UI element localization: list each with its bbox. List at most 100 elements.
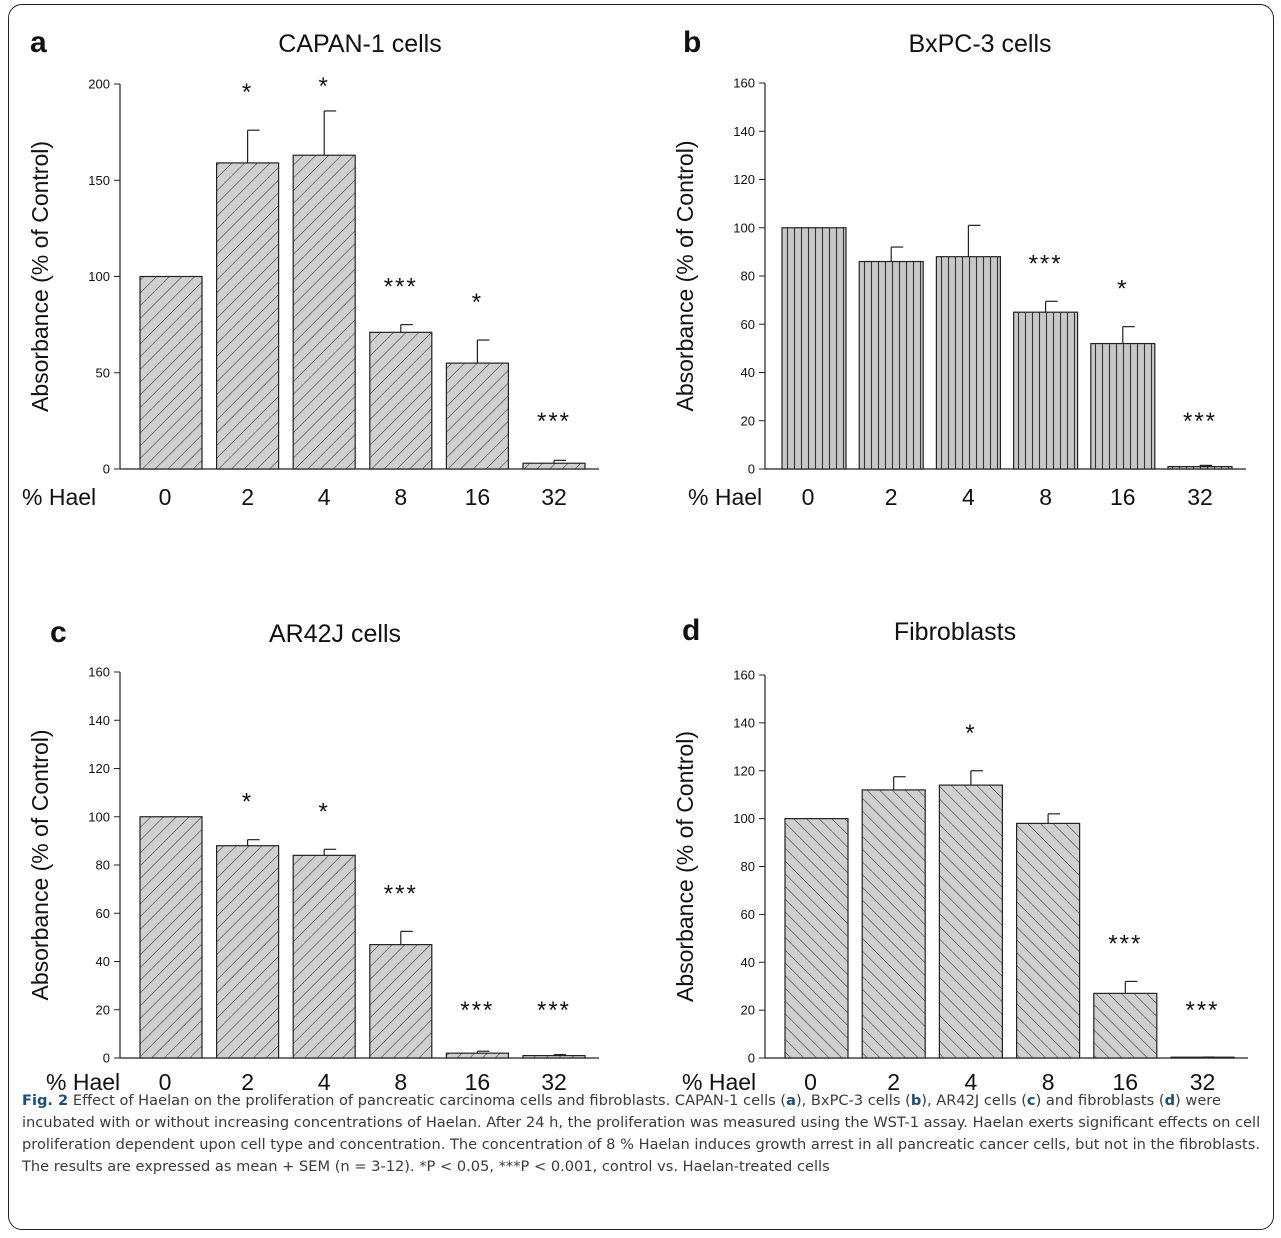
caption-text-5: ) were incubated with or without increas… bbox=[22, 1092, 1261, 1175]
significance-marker: * bbox=[319, 73, 330, 100]
caption-ref-b: b bbox=[910, 1092, 922, 1109]
panel-b: b BxPC-3 cells020406080100120140160Absorb… bbox=[672, 26, 1246, 510]
bar bbox=[784, 818, 849, 1059]
bar bbox=[1015, 822, 1081, 1059]
y-tick-label: 140 bbox=[733, 715, 755, 730]
significance-marker: * bbox=[242, 789, 253, 816]
y-tick-label: 200 bbox=[88, 77, 110, 92]
x-tick-label: 32 bbox=[541, 1069, 567, 1090]
caption-ref-a: a bbox=[786, 1092, 796, 1109]
y-tick-label: 60 bbox=[741, 907, 755, 922]
bar bbox=[216, 162, 280, 470]
x-axis-label: % Hael bbox=[46, 1069, 120, 1090]
caption-text-1: Effect of Haelan on the proliferation of… bbox=[68, 1092, 787, 1109]
significance-marker: *** bbox=[1185, 997, 1219, 1024]
bar bbox=[1167, 465, 1233, 470]
y-tick-label: 160 bbox=[733, 76, 755, 91]
y-tick-label: 80 bbox=[741, 859, 755, 874]
y-tick-label: 100 bbox=[733, 220, 755, 235]
y-axis-label: Absorbance (% of Control) bbox=[27, 729, 53, 1000]
bar bbox=[861, 789, 926, 1059]
x-tick-label: 0 bbox=[802, 484, 815, 510]
y-axis-label: Absorbance (% of Control) bbox=[672, 140, 698, 411]
panel-letter: b bbox=[683, 26, 701, 59]
panel-letter: c bbox=[50, 616, 67, 649]
bar bbox=[1090, 342, 1156, 470]
significance-marker: * bbox=[242, 79, 253, 106]
x-tick-label: 0 bbox=[804, 1069, 817, 1090]
caption-figure-label: Fig. 2 bbox=[22, 1092, 69, 1109]
caption-ref-c: c bbox=[1026, 1092, 1036, 1109]
y-tick-label: 120 bbox=[733, 763, 755, 778]
y-tick-label: 0 bbox=[103, 1051, 110, 1066]
bar bbox=[369, 944, 433, 1059]
bar bbox=[369, 331, 433, 470]
y-tick-label: 0 bbox=[748, 462, 755, 477]
y-tick-label: 160 bbox=[88, 665, 110, 680]
x-tick-label: 2 bbox=[241, 484, 254, 510]
y-tick-label: 100 bbox=[88, 809, 110, 824]
caption-text-4: ) and fibroblasts ( bbox=[1035, 1092, 1165, 1109]
panel-title: BxPC-3 cells bbox=[908, 30, 1051, 58]
bar bbox=[139, 816, 203, 1059]
y-tick-label: 100 bbox=[733, 811, 755, 826]
x-tick-label: 32 bbox=[1190, 1069, 1216, 1090]
x-tick-label: 4 bbox=[318, 484, 331, 510]
y-tick-label: 60 bbox=[96, 906, 110, 921]
x-tick-label: 8 bbox=[394, 484, 407, 510]
panel-a: a CAPAN-1 cells 0 50 100 150 200 Absorbance (% … bbox=[22, 26, 599, 510]
y-tick-label: 80 bbox=[741, 269, 755, 284]
y-tick-label: 20 bbox=[741, 1003, 755, 1018]
bar bbox=[139, 275, 203, 470]
significance-marker: *** bbox=[537, 408, 571, 435]
bar bbox=[292, 154, 356, 470]
significance-marker: * bbox=[965, 720, 976, 747]
bar bbox=[522, 1054, 586, 1059]
x-tick-label: 16 bbox=[465, 484, 491, 510]
x-tick-label: 2 bbox=[241, 1069, 254, 1090]
panel-letter: a bbox=[30, 26, 47, 59]
x-tick-label: 0 bbox=[159, 1069, 172, 1090]
y-tick-label: 50 bbox=[96, 365, 110, 380]
x-tick-label: 4 bbox=[965, 1069, 978, 1090]
panel-title: Fibroblasts bbox=[894, 618, 1016, 646]
x-axis-label: % Hael bbox=[688, 484, 762, 510]
caption-text-2: ), BxPC-3 cells ( bbox=[795, 1092, 911, 1109]
y-axis-label: Absorbance (% of Control) bbox=[672, 731, 698, 1002]
bar bbox=[522, 462, 586, 470]
significance-marker: *** bbox=[537, 997, 571, 1024]
x-tick-label: 32 bbox=[1187, 484, 1213, 510]
caption-text-3: ), AR42J cells ( bbox=[921, 1092, 1027, 1109]
x-tick-label: 0 bbox=[159, 484, 172, 510]
x-tick-label: 2 bbox=[885, 484, 898, 510]
bar bbox=[938, 784, 1004, 1059]
y-tick-label: 40 bbox=[96, 954, 110, 969]
y-tick-label: 120 bbox=[733, 172, 755, 187]
significance-marker: *** bbox=[1108, 930, 1142, 957]
bar bbox=[216, 845, 280, 1059]
y-axis-label: Absorbance (% of Control) bbox=[27, 141, 53, 412]
y-tick-label: 40 bbox=[741, 955, 755, 970]
bar bbox=[292, 854, 356, 1059]
significance-marker: *** bbox=[1183, 408, 1217, 435]
panel-title: CAPAN-1 cells bbox=[278, 30, 441, 58]
x-axis-label: % Hael bbox=[22, 484, 96, 510]
y-tick-label: 100 bbox=[88, 269, 110, 284]
figure-caption: Fig. 2 Effect of Haelan on the prolifera… bbox=[22, 1090, 1262, 1178]
bar bbox=[445, 362, 509, 470]
x-tick-label: 2 bbox=[887, 1069, 900, 1090]
x-tick-label: 16 bbox=[465, 1069, 491, 1090]
panel-title: AR42J cells bbox=[269, 620, 401, 648]
y-tick-label: 140 bbox=[88, 713, 110, 728]
significance-marker: *** bbox=[384, 880, 418, 907]
y-tick-label: 20 bbox=[96, 1002, 110, 1017]
significance-marker: * bbox=[319, 798, 330, 825]
x-tick-label: 16 bbox=[1113, 1069, 1139, 1090]
bar bbox=[445, 1052, 509, 1059]
y-tick-label: 120 bbox=[88, 761, 110, 776]
bar bbox=[1093, 992, 1158, 1059]
x-tick-label: 8 bbox=[394, 1069, 407, 1090]
significance-marker: *** bbox=[384, 274, 418, 301]
x-axis-label: % Hael bbox=[682, 1069, 756, 1090]
